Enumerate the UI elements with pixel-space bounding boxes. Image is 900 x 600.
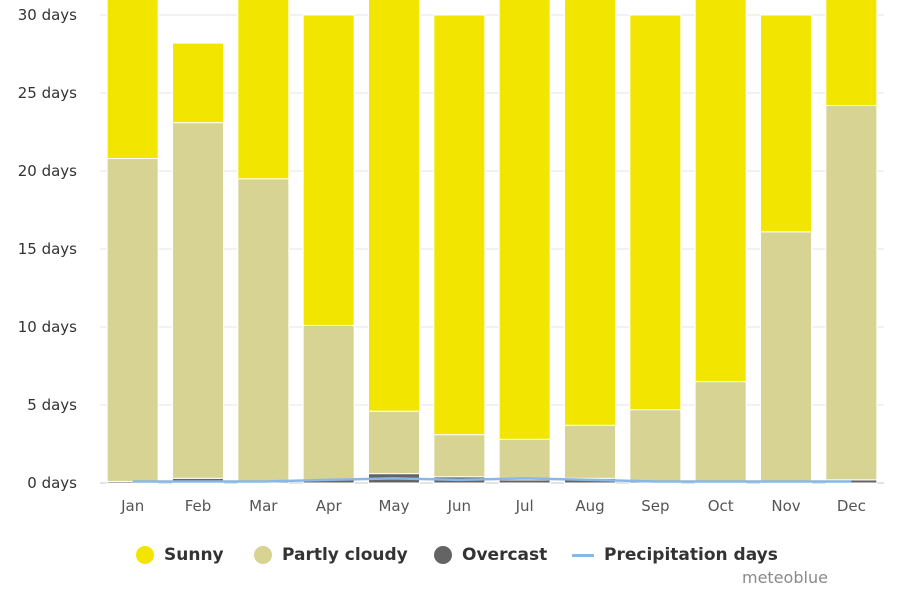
partly-cloudy-swatch-icon: [254, 546, 272, 564]
bar-sunny-mar: [237, 0, 290, 180]
bar-sunny-oct: [694, 0, 747, 383]
y-tick-label: 5 days: [27, 396, 77, 414]
bar-partly-cloudy-apr: [302, 324, 355, 481]
legend-label-overcast: Overcast: [462, 545, 548, 565]
x-tick-label: Aug: [575, 497, 604, 515]
y-tick-label: 20 days: [18, 162, 77, 180]
x-tick-label: Mar: [249, 497, 278, 515]
bar-sunny-aug: [564, 0, 616, 426]
legend-item-partly-cloudy[interactable]: Partly cloudy: [254, 540, 408, 570]
y-tick-label: 15 days: [18, 240, 77, 258]
bar-sunny-jul: [498, 0, 551, 440]
x-tick-label: Feb: [185, 497, 212, 515]
bar-sunny-jan: [106, 0, 159, 160]
bar-partly-cloudy-may: [368, 410, 420, 475]
legend: Sunny Partly cloudy Overcast Precipitati…: [0, 540, 900, 570]
x-tick-label: Jan: [120, 497, 144, 515]
precipitation-line-series: [132, 477, 852, 483]
bar-partly-cloudy-nov: [760, 231, 812, 482]
bar-series: [106, 0, 878, 484]
legend-item-precipitation-days[interactable]: Precipitation days: [572, 540, 778, 570]
bar-sunny-apr: [302, 14, 355, 326]
x-tick-label: Apr: [316, 497, 343, 515]
bar-partly-cloudy-jun: [433, 434, 486, 478]
y-axis-ticks: 0 days 5 days 10 days 15 days 20 days 25 days…: [18, 6, 77, 492]
x-tick-label: Dec: [837, 497, 866, 515]
y-tick-label: 0 days: [27, 474, 77, 492]
bar-partly-cloudy-oct: [694, 381, 747, 482]
bar-partly-cloudy-aug: [564, 424, 616, 479]
bar-partly-cloudy-dec: [825, 104, 878, 481]
overcast-swatch-icon: [434, 546, 452, 564]
bar-partly-cloudy-feb: [172, 122, 224, 479]
precipitation-line-icon: [572, 553, 594, 557]
gridlines: [100, 14, 884, 484]
legend-label-partly-cloudy: Partly cloudy: [282, 545, 408, 565]
legend-item-overcast[interactable]: Overcast: [434, 540, 547, 570]
y-tick-label: 30 days: [18, 6, 77, 24]
chart-area: 0 days 5 days 10 days 15 days 20 days 25 days…: [18, 0, 884, 515]
bar-partly-cloudy-jul: [498, 438, 551, 481]
bar-sunny-may: [368, 0, 420, 412]
x-tick-label: Nov: [771, 497, 800, 515]
legend-label-sunny: Sunny: [164, 545, 224, 565]
bar-partly-cloudy-mar: [237, 178, 290, 482]
bar-partly-cloudy-jan: [106, 158, 159, 482]
x-tick-label: Sep: [641, 497, 669, 515]
x-tick-label: May: [378, 497, 409, 515]
x-tick-label: Jun: [447, 497, 471, 515]
bar-sunny-jun: [433, 14, 486, 436]
x-axis-ticks: Jan Feb Mar Apr May Jun Jul Aug Sep Oct Nov Dec: [120, 497, 866, 515]
legend-label-precipitation-days: Precipitation days: [604, 545, 778, 565]
y-tick-label: 25 days: [18, 84, 77, 102]
legend-item-sunny[interactable]: Sunny: [136, 540, 224, 570]
bar-sunny-dec: [825, 0, 878, 106]
x-tick-label: Jul: [515, 497, 534, 515]
bar-sunny-nov: [760, 14, 812, 233]
x-tick-label: Oct: [708, 497, 734, 515]
bar-partly-cloudy-sep: [629, 409, 682, 482]
credit-text: meteoblue: [742, 568, 828, 587]
bar-sunny-feb: [172, 42, 224, 124]
precipitation-line: [132, 477, 852, 483]
bar-sunny-sep: [629, 14, 682, 411]
y-tick-label: 10 days: [18, 318, 77, 336]
sunny-swatch-icon: [136, 546, 154, 564]
